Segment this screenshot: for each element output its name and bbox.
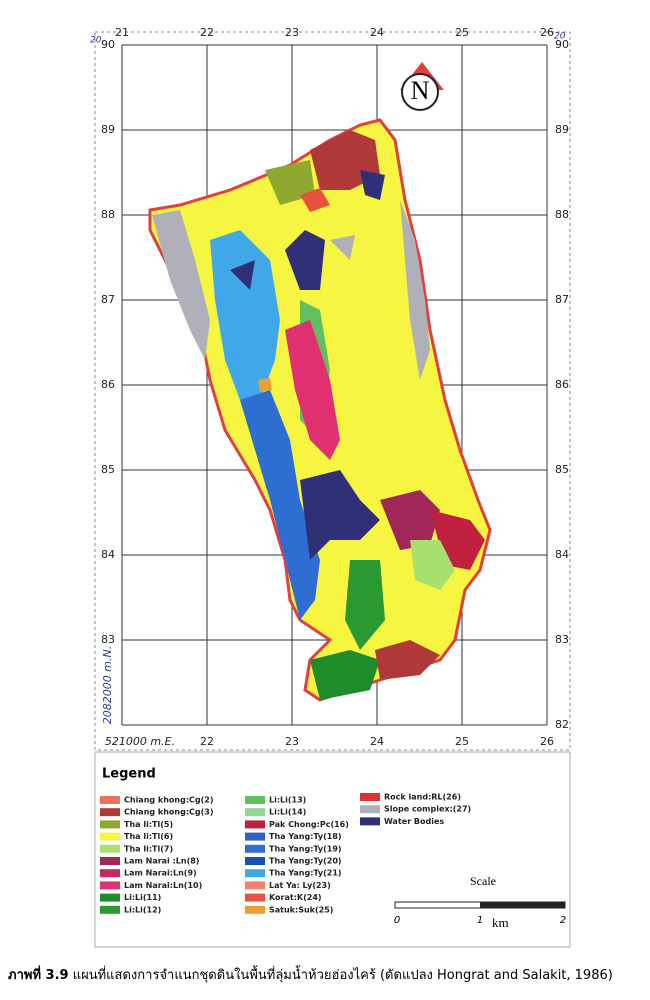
legend-label: Li:Li(12) [124, 905, 161, 914]
y-label-right: 83 [555, 633, 569, 646]
legend-swatch [245, 832, 265, 841]
x-label-top: 26 [540, 26, 554, 39]
x-label-top: 23 [285, 26, 299, 39]
legend-label: Tha Yang:Ty(21) [269, 869, 342, 878]
y-label-left: 86 [101, 378, 115, 391]
legend-swatch [245, 893, 265, 902]
y-label-right: 90 [555, 38, 569, 51]
legend-label: Tha li:Tl(5) [124, 820, 173, 829]
y-label-right: 87 [555, 293, 569, 306]
legend-label: Chiang khong:Cg(3) [124, 808, 214, 817]
legend-label: Tha li:Tl(6) [124, 832, 173, 841]
scale-title: Scale [470, 874, 496, 888]
north-label: N [411, 76, 430, 105]
legend-swatch [245, 808, 265, 817]
legend-label: Rock land:RL(26) [384, 793, 461, 802]
x-label-bottom: 521000 m.E. [105, 735, 175, 748]
legend-swatch [245, 857, 265, 865]
y-label-left: 90 [101, 38, 115, 51]
y-label-right: 84 [555, 548, 569, 561]
x-label-bottom: 26 [540, 735, 554, 748]
y-label-right: 88 [555, 208, 569, 221]
legend-label: Lat Ya: Ly(23) [269, 881, 331, 890]
legend-swatch [100, 881, 120, 890]
legend-swatch [100, 893, 120, 902]
legend-swatch [100, 844, 120, 853]
y-label-left: 83 [101, 633, 115, 646]
y-label-right: 85 [555, 463, 569, 476]
x-label-top: 21 [115, 26, 129, 39]
y-label-right: 89 [555, 123, 569, 136]
y-label-right: 86 [555, 378, 569, 391]
y-label-left: 84 [101, 548, 115, 561]
legend-label: Tha Yang:Ty(19) [269, 844, 342, 853]
soil-map [148, 118, 492, 702]
scale-tick: 2 [560, 915, 566, 926]
legend-swatch [100, 857, 120, 865]
legend-label: Lam Narai:Ln(10) [124, 881, 202, 890]
legend-label: Korat:K(24) [269, 893, 322, 902]
scale-labels: 0 1 2 km [394, 915, 566, 930]
corner-mark: 20 [554, 32, 566, 42]
legend-swatch [245, 844, 265, 853]
caption-text: แผนที่แสดงการจำแนกชุดดินในพื้นที่ลุ่มน้ำ… [73, 965, 613, 983]
legend-swatch [360, 793, 380, 801]
legend-swatch [360, 805, 380, 814]
y-label-left: 89 [101, 123, 115, 136]
legend-swatch [360, 817, 380, 826]
y-label-left: 85 [101, 463, 115, 476]
legend: Chiang khong:Cg(2) Chiang khong:Cg(3) Tha … [100, 793, 471, 914]
caption-number: ภาพที่ 3.9 [8, 965, 69, 983]
legend-label: Li:Li(13) [269, 796, 306, 805]
legend-label: Satuk:Suk(25) [269, 905, 333, 914]
legend-swatch [100, 808, 120, 817]
x-label-top: 22 [200, 26, 214, 39]
legend-label: Tha li:Tl(7) [124, 844, 173, 853]
legend-swatch [245, 820, 265, 829]
caption: ภาพที่ 3.9 แผนที่แสดงการจำแนกชุดดินในพื้… [8, 965, 613, 983]
legend-swatch [100, 869, 120, 878]
scale-bar: Scale [394, 874, 566, 909]
legend-label: Lam Narai :Ln(8) [124, 857, 199, 866]
legend-swatch [245, 869, 265, 878]
y-label-right: 82 [555, 718, 569, 731]
legend-label: Pak Chong:Pc(16) [269, 820, 349, 829]
north-arrow: N [400, 62, 444, 111]
map-frame [94, 31, 571, 948]
legend-label: Slope complex:(27) [384, 805, 471, 814]
legend-label: Water Bodies [384, 817, 444, 826]
x-label-bottom: 22 [200, 735, 214, 748]
legend-swatch [245, 881, 265, 890]
corner-mark: 20 [90, 36, 102, 46]
legend-swatch [245, 905, 265, 914]
x-label-top: 25 [455, 26, 469, 39]
legend-label: Li:Li(11) [124, 893, 161, 902]
x-label-bottom: 25 [455, 735, 469, 748]
legend-label: Li:Li(14) [269, 808, 306, 817]
y-label-left: 88 [101, 208, 115, 221]
legend-swatch [245, 796, 265, 804]
legend-swatch [100, 796, 120, 804]
legend-swatch [100, 905, 120, 914]
legend-label: Tha Yang:Ty(18) [269, 832, 342, 841]
scale-unit: km [492, 915, 509, 930]
legend-label: Chiang khong:Cg(2) [124, 796, 214, 805]
x-label-bottom: 24 [370, 735, 384, 748]
legend-label: Lam Narai:Ln(9) [124, 869, 197, 878]
legend-swatch [100, 832, 120, 841]
scale-tick: 0 [394, 915, 400, 926]
legend-title: Legend [102, 767, 156, 782]
x-label-top: 24 [370, 26, 384, 39]
y-label-left: 87 [101, 293, 115, 306]
y-axis-note: 2082000 m.N. [101, 646, 114, 724]
legend-label: Tha Yang:Ty(20) [269, 857, 342, 866]
legend-swatch [100, 820, 120, 829]
x-label-bottom: 23 [285, 735, 299, 748]
scale-tick: 1 [477, 915, 483, 926]
